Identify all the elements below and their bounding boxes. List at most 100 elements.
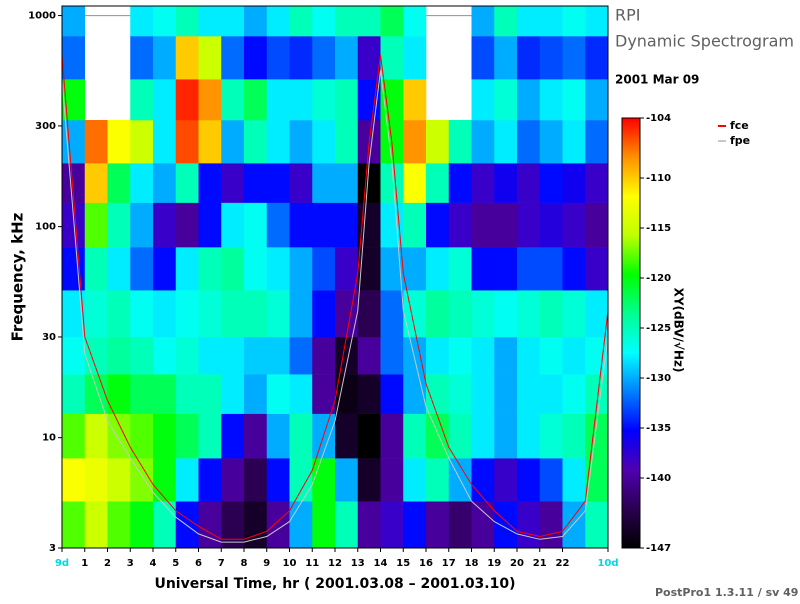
heatmap-cell	[244, 458, 268, 502]
heatmap-cell	[585, 202, 609, 248]
heatmap-cell	[107, 374, 131, 414]
heatmap-cell	[380, 374, 404, 414]
legend-label: fpe	[730, 134, 750, 147]
heatmap-cell	[266, 336, 290, 375]
heatmap-cell	[403, 163, 427, 203]
heatmap-cell	[471, 413, 495, 459]
heatmap-cell	[312, 79, 336, 121]
heatmap-cell	[448, 247, 472, 291]
heatmap-cell	[357, 413, 381, 459]
heatmap-cell	[585, 458, 609, 502]
heatmap-cell	[62, 374, 86, 414]
heatmap-cell	[153, 163, 177, 203]
heatmap-cell	[494, 458, 518, 502]
heatmap-cell	[84, 501, 108, 549]
heatmap-cell	[380, 79, 404, 121]
heatmap-cell	[585, 413, 609, 459]
heatmap-cell	[517, 336, 541, 375]
heatmap-cell	[585, 79, 609, 121]
y-tick-label: 100	[35, 222, 56, 233]
heatmap-cell	[517, 247, 541, 291]
heatmap-cell	[517, 374, 541, 414]
heatmap-cell	[244, 202, 268, 248]
heatmap-cell	[562, 413, 586, 459]
heatmap-cell	[221, 119, 245, 164]
heatmap-cell	[266, 163, 290, 203]
heatmap-cell	[198, 458, 222, 502]
heatmap-cell	[175, 336, 199, 375]
heatmap-cell	[562, 458, 586, 502]
x-tick-label: 11	[305, 558, 319, 569]
heatmap-cell	[357, 36, 381, 80]
heatmap-cell	[517, 501, 541, 549]
x-tick-label: 5	[172, 558, 179, 569]
heatmap-cell	[107, 202, 131, 248]
heatmap-cell	[221, 413, 245, 459]
colorbar-tick-label: -115	[646, 223, 671, 234]
heatmap-cell	[562, 501, 586, 549]
heatmap-cell	[448, 374, 472, 414]
heatmap-cell	[221, 6, 245, 37]
heatmap-cell	[335, 247, 359, 291]
x-tick-label: 19	[487, 558, 501, 569]
series-line	[61, 54, 609, 540]
heatmap-cell	[380, 6, 404, 37]
heatmap-cell	[175, 202, 199, 248]
heatmap-cell	[539, 290, 563, 338]
heatmap-cell	[153, 202, 177, 248]
heatmap-cell	[335, 501, 359, 549]
heatmap-cell	[448, 163, 472, 203]
heatmap-cell	[335, 202, 359, 248]
heatmap-cell	[426, 501, 450, 549]
heatmap-cell	[562, 163, 586, 203]
heatmap-cell	[539, 6, 563, 37]
heatmap-cell	[335, 79, 359, 121]
heatmap-cell	[221, 290, 245, 338]
heatmap-cell	[244, 413, 268, 459]
colorbar-tick-label: -140	[646, 473, 671, 484]
x-tick-label: 7	[218, 558, 225, 569]
heatmap-cell	[335, 413, 359, 459]
heatmap-cell	[517, 79, 541, 121]
heatmap-cell	[62, 163, 86, 203]
heatmap-cell	[62, 336, 86, 375]
heatmap-cell	[153, 79, 177, 121]
heatmap-cell	[539, 413, 563, 459]
heatmap-cell	[403, 6, 427, 37]
heatmap-cell	[244, 247, 268, 291]
heatmap-cell	[357, 6, 381, 37]
heatmap-cell	[289, 458, 313, 502]
heatmap-cell	[175, 79, 199, 121]
heatmap-cell	[289, 501, 313, 549]
heatmap-cell	[130, 163, 154, 203]
heatmap-cell	[494, 79, 518, 121]
heatmap-cell	[517, 290, 541, 338]
heatmap-cell	[130, 336, 154, 375]
heatmap-cell	[62, 413, 86, 459]
heatmap-cell	[357, 163, 381, 203]
heatmap-cell	[312, 202, 336, 248]
heatmap-cell	[175, 290, 199, 338]
heatmap-cell	[175, 163, 199, 203]
heatmap-cell	[471, 501, 495, 549]
heatmap-cell	[562, 290, 586, 338]
heatmap-cell	[471, 202, 495, 248]
heatmap-cell	[221, 202, 245, 248]
heatmap-cell	[494, 6, 518, 37]
heatmap-cell	[426, 163, 450, 203]
heatmap-cell	[221, 247, 245, 291]
heatmap-cell	[130, 119, 154, 164]
y-tick-label: 10	[42, 433, 56, 444]
heatmap-cell	[494, 501, 518, 549]
heatmap-cell	[585, 336, 609, 375]
heatmap-cell	[357, 336, 381, 375]
heatmap-cell	[471, 374, 495, 414]
heatmap-cell	[312, 36, 336, 80]
heatmap-cell	[175, 413, 199, 459]
heatmap-cell	[198, 413, 222, 459]
heatmap-cell	[107, 290, 131, 338]
heatmap-cell	[312, 290, 336, 338]
heatmap-cell	[539, 501, 563, 549]
heatmap-cell	[357, 79, 381, 121]
heatmap-cell	[244, 336, 268, 375]
